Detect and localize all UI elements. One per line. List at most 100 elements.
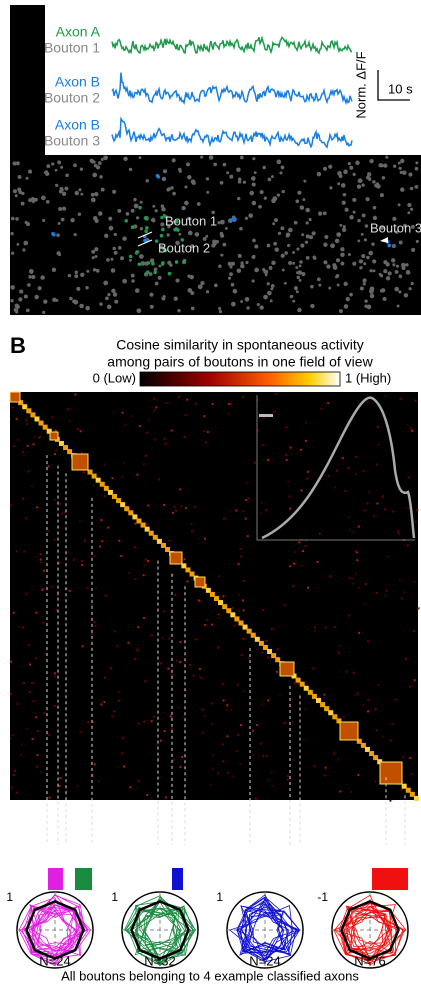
cell bbox=[339, 790, 342, 793]
axon-label: Axon B bbox=[55, 117, 100, 133]
dot bbox=[222, 242, 227, 247]
dot bbox=[176, 228, 180, 232]
cell bbox=[291, 721, 294, 724]
dot bbox=[56, 233, 60, 238]
dot bbox=[122, 236, 127, 241]
dot bbox=[318, 211, 323, 216]
cell bbox=[171, 573, 174, 576]
cell bbox=[242, 395, 245, 398]
cell bbox=[77, 428, 80, 431]
dot bbox=[74, 270, 78, 274]
cell bbox=[25, 419, 28, 422]
cell bbox=[252, 754, 255, 757]
cell bbox=[254, 797, 257, 800]
cell bbox=[217, 772, 220, 775]
cell bbox=[221, 743, 224, 746]
cell bbox=[405, 657, 408, 660]
dot bbox=[244, 216, 249, 220]
cell bbox=[286, 774, 289, 777]
cell bbox=[318, 532, 321, 535]
dot bbox=[172, 191, 176, 196]
dot bbox=[305, 256, 310, 260]
dot bbox=[369, 293, 375, 299]
dot bbox=[270, 175, 274, 179]
dot bbox=[138, 205, 142, 210]
cell bbox=[47, 465, 50, 468]
dot bbox=[62, 206, 67, 211]
cell bbox=[146, 431, 149, 434]
cell bbox=[35, 657, 38, 660]
cell bbox=[206, 430, 209, 433]
dot bbox=[80, 192, 84, 196]
cell bbox=[147, 504, 150, 507]
cell bbox=[48, 796, 51, 799]
cell bbox=[357, 525, 360, 528]
dot bbox=[194, 232, 200, 237]
dot bbox=[139, 200, 143, 204]
dot bbox=[197, 284, 203, 290]
dot bbox=[143, 238, 147, 243]
dot bbox=[136, 308, 142, 314]
cell bbox=[18, 625, 21, 628]
cell bbox=[165, 547, 171, 553]
cell bbox=[95, 586, 98, 589]
class-marker bbox=[75, 868, 92, 890]
dot bbox=[368, 250, 374, 256]
dot bbox=[364, 299, 368, 303]
dot bbox=[289, 295, 293, 299]
cell bbox=[218, 616, 221, 619]
cell bbox=[384, 594, 387, 597]
cell bbox=[333, 751, 336, 754]
cell bbox=[22, 681, 25, 684]
cell bbox=[327, 402, 330, 405]
dot bbox=[379, 193, 384, 198]
dot bbox=[340, 247, 345, 252]
cell bbox=[221, 682, 224, 685]
dot bbox=[61, 191, 67, 196]
dot bbox=[215, 239, 219, 244]
cell bbox=[150, 720, 153, 723]
cell bbox=[352, 671, 355, 674]
dot bbox=[343, 304, 349, 309]
polar-trace bbox=[243, 896, 292, 963]
cell bbox=[242, 624, 248, 630]
cell bbox=[57, 594, 60, 597]
cell bbox=[306, 477, 309, 480]
cell bbox=[101, 540, 104, 543]
cell bbox=[242, 690, 245, 693]
cell bbox=[405, 787, 411, 793]
dot bbox=[229, 218, 233, 222]
dot bbox=[86, 269, 90, 273]
dot bbox=[158, 264, 162, 268]
cell bbox=[363, 509, 366, 512]
polar-mean bbox=[130, 900, 190, 960]
dot bbox=[249, 190, 255, 196]
cell bbox=[157, 756, 160, 759]
cell bbox=[192, 674, 195, 677]
cell bbox=[407, 507, 410, 510]
cell bbox=[35, 611, 38, 614]
cell bbox=[384, 508, 387, 511]
cell bbox=[287, 480, 290, 483]
cell bbox=[341, 457, 344, 460]
cell bbox=[124, 423, 127, 426]
cell bbox=[63, 445, 69, 451]
dot bbox=[352, 197, 357, 203]
dot bbox=[360, 232, 364, 236]
dot bbox=[94, 254, 98, 258]
cell bbox=[290, 697, 293, 700]
dot bbox=[227, 276, 232, 280]
dot bbox=[300, 243, 305, 248]
cell bbox=[301, 550, 304, 553]
dot bbox=[297, 270, 302, 275]
cell bbox=[173, 505, 176, 508]
cell bbox=[92, 721, 95, 724]
dot bbox=[326, 264, 331, 269]
cell bbox=[217, 613, 220, 616]
cell bbox=[156, 743, 159, 746]
dot bbox=[361, 183, 365, 187]
dot bbox=[145, 226, 149, 230]
dot bbox=[401, 262, 406, 268]
cell bbox=[223, 517, 226, 520]
dot bbox=[311, 231, 316, 236]
